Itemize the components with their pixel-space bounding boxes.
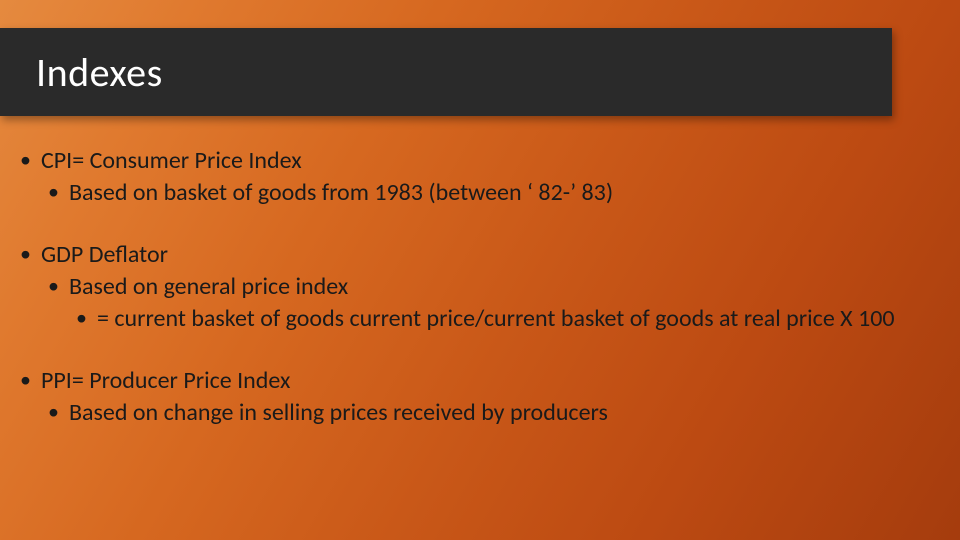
list-item: • Based on basket of goods from 1983 (be… bbox=[48, 178, 920, 208]
list-item-text: Based on basket of goods from 1983 (betw… bbox=[69, 178, 920, 208]
bullet-icon: • bbox=[20, 146, 31, 175]
spacer bbox=[20, 336, 920, 366]
bullet-icon: • bbox=[48, 398, 59, 427]
list-item-text: PPI= Producer Price Index bbox=[41, 366, 920, 396]
spacer bbox=[20, 210, 920, 240]
bullet-icon: • bbox=[20, 240, 31, 269]
list-item: • = current basket of goods current pric… bbox=[76, 304, 920, 334]
bullet-icon: • bbox=[76, 304, 87, 333]
slide-title: Indexes bbox=[36, 48, 163, 97]
list-item-text: GDP Deflator bbox=[41, 240, 920, 270]
title-bar: Indexes bbox=[0, 28, 892, 116]
list-item: • GDP Deflator bbox=[20, 240, 920, 270]
list-item-text: = current basket of goods current price/… bbox=[97, 304, 920, 334]
list-item-text: CPI= Consumer Price Index bbox=[41, 146, 920, 176]
bullet-icon: • bbox=[20, 366, 31, 395]
slide: Indexes • CPI= Consumer Price Index • Ba… bbox=[0, 0, 960, 540]
list-item: • Based on change in selling prices rece… bbox=[48, 398, 920, 428]
list-item: • CPI= Consumer Price Index bbox=[20, 146, 920, 176]
list-item-text: Based on general price index bbox=[69, 272, 920, 302]
list-item: • Based on general price index bbox=[48, 272, 920, 302]
slide-body: • CPI= Consumer Price Index • Based on b… bbox=[20, 146, 920, 430]
list-item-text: Based on change in selling prices receiv… bbox=[69, 398, 920, 428]
bullet-icon: • bbox=[48, 272, 59, 301]
bullet-icon: • bbox=[48, 178, 59, 207]
list-item: • PPI= Producer Price Index bbox=[20, 366, 920, 396]
